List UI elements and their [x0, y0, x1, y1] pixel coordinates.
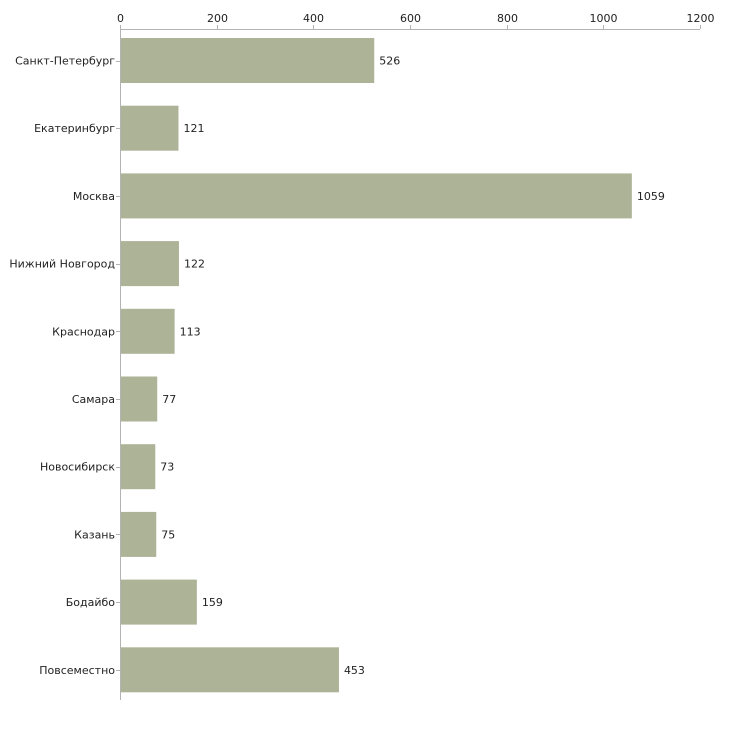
value-label: 73 [160, 461, 174, 474]
x-tick-label: 1000 [590, 12, 618, 25]
x-tick-label: 0 [117, 12, 124, 25]
category-label: Казань [74, 528, 115, 541]
bar [121, 579, 197, 625]
x-tick-label: 600 [400, 12, 421, 25]
category-label: Краснодар [52, 325, 115, 338]
bar-layer [121, 38, 632, 693]
value-label: 113 [180, 325, 201, 338]
category-label: Повсеместно [39, 664, 115, 677]
value-label: 75 [161, 528, 175, 541]
x-tick-label: 1200 [687, 12, 715, 25]
category-label: Новосибирск [40, 461, 115, 474]
bar [121, 241, 179, 287]
bar [121, 105, 179, 151]
category-label: Нижний Новгород [9, 258, 115, 271]
category-label: Москва [73, 190, 115, 203]
bar [121, 511, 157, 557]
x-tick-label: 800 [497, 12, 518, 25]
axis-layer: 0 200 400 600 800 1000 1200 [116, 12, 715, 700]
value-label: 121 [183, 122, 204, 135]
bar [121, 308, 175, 354]
x-tick-label: 400 [303, 12, 324, 25]
x-tick-label: 200 [207, 12, 228, 25]
category-label: Бодайбо [66, 596, 116, 609]
value-label: 122 [184, 258, 205, 271]
bar [121, 444, 156, 490]
value-label: 77 [162, 393, 176, 406]
value-label: 526 [379, 55, 400, 68]
value-label: 453 [344, 664, 365, 677]
value-label: 159 [202, 596, 223, 609]
category-label: Самара [72, 393, 115, 406]
bar [121, 173, 632, 219]
bar [121, 647, 339, 693]
bar [121, 376, 158, 422]
bar [121, 38, 375, 83]
category-label: Санкт-Петербург [15, 55, 115, 68]
category-label: Екатеринбург [34, 122, 115, 135]
value-label: 1059 [637, 190, 665, 203]
label-layer: Санкт-Петербург 526 Екатеринбург 121 Москва 1… [9, 55, 664, 677]
